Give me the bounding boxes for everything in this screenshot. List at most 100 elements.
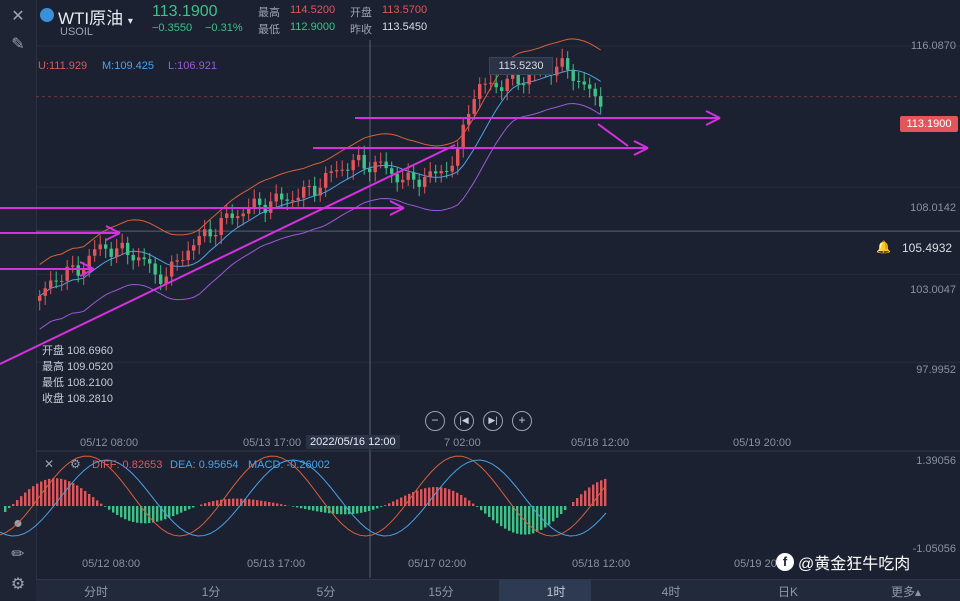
candle-body — [308, 186, 311, 187]
candle-body — [126, 243, 129, 255]
macd-bar — [44, 480, 46, 506]
candle-body — [44, 288, 47, 296]
macd-bar — [536, 506, 538, 532]
arrow-head — [706, 118, 720, 125]
macd-bar — [184, 506, 186, 511]
macd-bar — [224, 499, 226, 506]
zoom-in-icon[interactable]: + — [512, 411, 532, 431]
candle-body — [352, 160, 355, 170]
macd-bar — [128, 506, 130, 521]
zoom-out-icon[interactable]: − — [425, 411, 445, 431]
candle-body — [451, 166, 454, 172]
macd-bar — [364, 506, 366, 512]
macd-bar — [476, 506, 478, 507]
macd-dea: DEA: 0.95654 — [170, 459, 239, 471]
candle-body — [346, 170, 349, 171]
macd-bar — [496, 506, 498, 523]
alert-price: 105.4932 — [902, 241, 952, 255]
candle-body — [49, 281, 52, 289]
macd-bar — [560, 506, 562, 514]
candle-body — [374, 162, 377, 172]
scroll-start-icon[interactable]: |◀ — [454, 411, 474, 431]
candle-body — [489, 83, 492, 84]
candle-body — [401, 180, 404, 183]
macd-bar — [516, 506, 518, 534]
macd-bar — [388, 503, 390, 506]
macd-bar — [216, 500, 218, 506]
macd-bar — [36, 484, 38, 506]
candle-body — [143, 257, 146, 259]
macd-bar — [188, 506, 190, 509]
macd-bar — [604, 479, 606, 506]
candle-body — [280, 194, 283, 200]
macd-bar — [316, 506, 318, 511]
macd-bar — [280, 504, 282, 506]
macd-bar — [32, 486, 34, 506]
chart-grid — [36, 40, 960, 578]
macd-x-tick: 05/17 02:00 — [408, 558, 466, 570]
tab-1hour[interactable]: 1时 — [547, 583, 566, 600]
macd-bar — [456, 493, 458, 506]
candle-body — [423, 177, 426, 187]
close-macd-icon[interactable]: ✕ — [44, 457, 54, 471]
macd-bar — [200, 505, 202, 506]
candle-body — [198, 236, 201, 245]
tab-daily[interactable]: 日K — [778, 583, 798, 600]
tab-timeline[interactable]: 分时 — [84, 583, 108, 600]
macd-bar — [332, 506, 334, 514]
macd-bar — [76, 485, 78, 506]
x-tick: 05/19 20:00 — [733, 437, 791, 449]
macd-bar — [88, 494, 90, 506]
ohlc-close-value: 108.2810 — [67, 393, 113, 405]
ohlc-low-label: 最低 — [42, 377, 64, 389]
tab-5min[interactable]: 5分 — [317, 583, 336, 600]
macd-bar — [444, 488, 446, 506]
candle-body — [159, 275, 162, 284]
candle-body — [577, 81, 580, 82]
candle-body — [313, 186, 316, 196]
macd-bar — [100, 504, 102, 506]
zoom-controls: − |◀ ▶| + — [425, 411, 532, 431]
candle-body — [522, 84, 525, 85]
macd-bar — [320, 506, 322, 512]
macd-bar — [452, 491, 454, 506]
candle-body — [55, 281, 58, 282]
tab-15min[interactable]: 15分 — [428, 583, 453, 600]
macd-bar — [308, 506, 310, 510]
macd-bar — [352, 506, 354, 514]
candle-body — [445, 171, 448, 172]
candle-body — [555, 67, 558, 76]
candle-body — [583, 81, 586, 84]
macd-bar — [232, 499, 234, 506]
macd-value: MACD: -0.26002 — [248, 459, 330, 471]
bell-icon[interactable]: 🔔 — [876, 240, 896, 256]
macd-bar — [572, 502, 574, 506]
candle-body — [440, 171, 443, 173]
macd-bar — [8, 506, 10, 508]
candle-body — [176, 260, 179, 261]
ohlc-open-value: 108.6960 — [67, 345, 113, 357]
macd-bar — [252, 500, 254, 506]
settings-icon[interactable]: ⚙ — [70, 457, 81, 471]
macd-bar — [360, 506, 362, 513]
y-tick: 103.0047 — [896, 284, 956, 296]
macd-x-tick: 05/12 08:00 — [82, 558, 140, 570]
candle-body — [115, 248, 118, 257]
arrow-head — [634, 141, 648, 148]
candle-body — [396, 174, 399, 182]
tab-4hour[interactable]: 4时 — [662, 583, 681, 600]
macd-bar — [400, 498, 402, 506]
tab-1min[interactable]: 1分 — [202, 583, 221, 600]
macd-bar — [512, 506, 514, 533]
macd-bar — [212, 501, 214, 506]
candle-body — [291, 200, 294, 201]
macd-bar — [416, 491, 418, 506]
macd-bar — [172, 506, 174, 516]
tab-more[interactable]: 更多▴ — [891, 583, 921, 600]
candle-body — [379, 162, 382, 163]
candle-body — [478, 84, 481, 99]
scroll-end-icon[interactable]: ▶| — [483, 411, 503, 431]
macd-bar — [588, 487, 590, 506]
macd-x-tick: 05/18 12:00 — [572, 558, 630, 570]
